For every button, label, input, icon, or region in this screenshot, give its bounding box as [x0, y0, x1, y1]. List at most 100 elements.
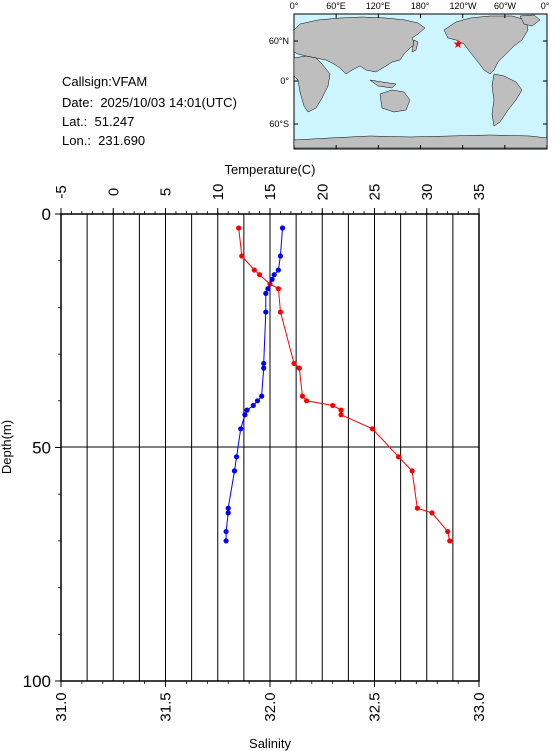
- temperature-tick-label: -5: [53, 185, 70, 198]
- salinity-data-point: [263, 290, 269, 296]
- salinity-data-point: [225, 510, 231, 516]
- depth-tick-label: 0: [42, 205, 51, 224]
- salinity-data-point: [277, 253, 284, 259]
- world-map: 0° 60°E 120°E 180° 120°W 60°W 0° 60°N 0°…: [269, 1, 550, 150]
- map-lon-label: 60°E: [326, 1, 346, 11]
- land-eurasia: [293, 16, 426, 75]
- map-lon-label: 120°E: [366, 1, 391, 11]
- temperature-tick-label: 15: [262, 184, 279, 201]
- temperature-axis: -5 0 5 10 15 20 25 30 35: [53, 184, 488, 214]
- temperature-data-point: [275, 286, 281, 292]
- depth-tick-label: 100: [23, 672, 51, 691]
- depth-axis-title: Depth(m): [0, 420, 14, 474]
- date-label: Date:: [62, 95, 94, 110]
- temperature-data-point: [447, 538, 453, 544]
- date-value: 2025/10/03 14:01(UTC): [100, 95, 237, 110]
- temperature-tick-label: 30: [419, 184, 436, 201]
- temperature-data-point: [291, 360, 297, 367]
- depth-tick-label: 50: [32, 439, 51, 458]
- temperature-data-point: [256, 272, 263, 278]
- lat-line: Lat.: 51.247: [62, 114, 134, 129]
- temperature-axis-title: Temperature(C): [224, 162, 315, 177]
- salinity-data-point: [269, 276, 275, 282]
- land-greenland: [519, 14, 541, 27]
- callsign-line: Callsign:VFAM: [62, 74, 147, 89]
- callsign-value: VFAM: [111, 74, 148, 89]
- salinity-data-point: [265, 286, 271, 292]
- map-land: [293, 14, 548, 149]
- callsign-label: Callsign:: [62, 74, 112, 89]
- station-marker-star-icon: ★: [453, 37, 464, 51]
- salinity-tick-label: 31.0: [53, 692, 70, 721]
- temperature-tick-label: 25: [367, 184, 384, 201]
- temperature-data-point: [409, 468, 415, 474]
- temperature-data-point: [330, 402, 336, 409]
- temperature-tick-label: 10: [210, 184, 227, 201]
- salinity-tick-label: 31.5: [158, 692, 175, 721]
- temperature-data-point: [303, 398, 310, 404]
- salinity-data-point: [223, 538, 229, 544]
- map-lon-label: 120°W: [449, 1, 477, 11]
- temperature-data-point: [251, 267, 257, 273]
- salinity-data-point: [263, 309, 269, 315]
- salinity-tick-label: 32.5: [367, 692, 384, 721]
- salinity-data-point: [261, 360, 267, 367]
- salinity-data-point: [279, 225, 286, 231]
- temperature-data-point: [414, 505, 420, 511]
- map-lon-label: 60°W: [494, 1, 517, 11]
- temperature-data-point: [338, 407, 344, 413]
- temperature-data-point: [277, 309, 284, 315]
- salinity-data-point: [242, 412, 248, 418]
- salinity-data-point: [271, 272, 277, 278]
- lat-value: 51.247: [94, 114, 135, 129]
- salinity-data-point: [231, 468, 238, 474]
- temperature-data-point: [395, 454, 402, 460]
- temperature-data-point: [445, 528, 451, 535]
- salinity-data-point: [261, 365, 267, 371]
- land-japan: [411, 39, 419, 53]
- profile-chart: -5 0 5 10 15 20 25 30 35 31.0 31.5 32.0 32.5 33.0 05…: [0, 162, 488, 751]
- lon-label: Lon.:: [62, 133, 91, 148]
- lon-line: Lon.: 231.690: [62, 133, 145, 148]
- salinity-data-point: [250, 402, 256, 409]
- salinity-data-point: [244, 407, 250, 413]
- map-lon-label: 0°: [290, 1, 299, 11]
- temperature-tick-label: 5: [158, 188, 175, 196]
- temperature-tick-label: 20: [314, 184, 331, 201]
- lon-value: 231.690: [98, 133, 146, 148]
- salinity-data-point: [225, 505, 231, 511]
- land-africa: [293, 55, 331, 113]
- temperature-data-point: [338, 412, 344, 418]
- land-north-america: [443, 15, 529, 75]
- land-south-america: [491, 73, 523, 127]
- salinity-data-point: [259, 393, 265, 399]
- salinity-data-point: [254, 398, 261, 404]
- salinity-axis: 31.0 31.5 32.0 32.5 33.0: [53, 681, 488, 722]
- series-layer: [223, 225, 453, 544]
- land-australia: [379, 89, 411, 113]
- salinity-axis-title: Salinity: [249, 736, 291, 751]
- salinity-tick-label: 32.0: [262, 692, 279, 721]
- date-line: Date: 2025/10/03 14:01(UTC): [62, 95, 237, 110]
- salinity-tick-label: 33.0: [471, 692, 488, 721]
- temperature-data-point: [369, 426, 376, 432]
- map-lat-label: 60°S: [269, 119, 289, 129]
- salinity-data-point: [275, 267, 281, 273]
- map-ticks: [293, 14, 548, 149]
- lat-label: Lat.:: [62, 114, 88, 129]
- map-lat-label: 60°N: [269, 36, 289, 46]
- map-lon-label: 180°: [411, 1, 430, 11]
- temperature-data-point: [236, 225, 242, 231]
- land-indonesia: [369, 79, 397, 89]
- temperature-tick-label: 35: [471, 184, 488, 201]
- salinity-data-point: [233, 454, 240, 460]
- temperature-data-point: [239, 253, 245, 259]
- temperature-tick-label: 0: [105, 188, 122, 196]
- salinity-data-point: [223, 528, 229, 535]
- depth-axis: 0 50 100: [23, 205, 61, 691]
- temperature-data-point: [296, 365, 302, 371]
- temperature-data-point: [299, 393, 305, 399]
- map-lat-label: 0°: [280, 76, 289, 86]
- salinity-data-point: [238, 426, 244, 432]
